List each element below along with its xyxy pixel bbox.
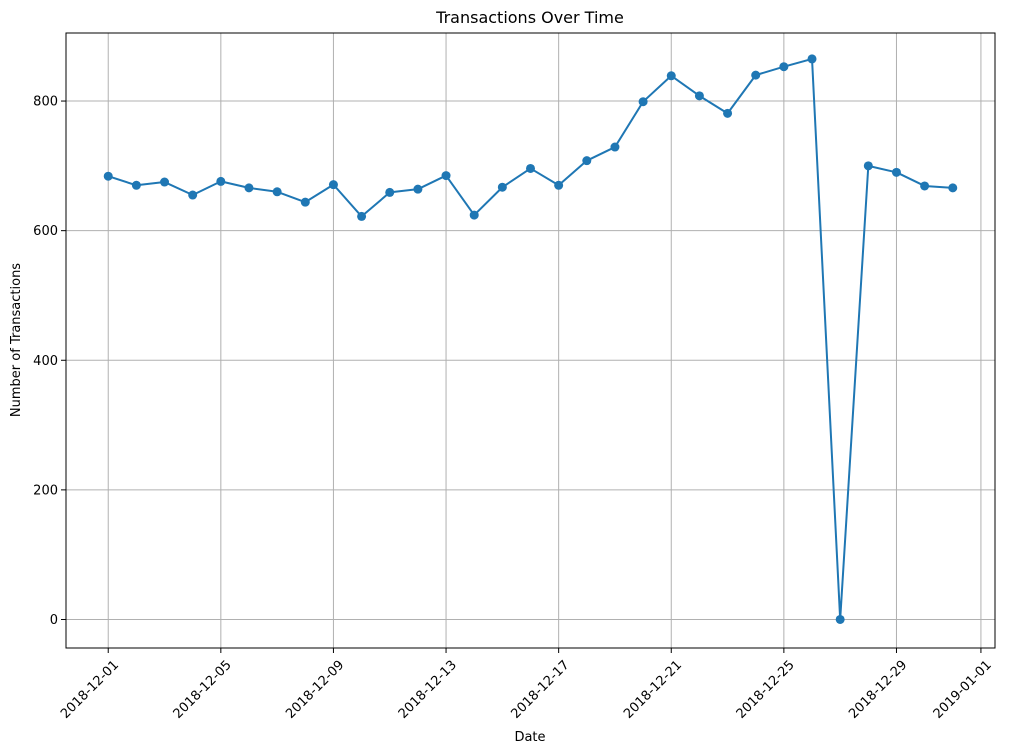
- y-axis: 0 200 400 600 800: [33, 95, 66, 628]
- data-point: [328, 180, 338, 190]
- data-point: [863, 161, 873, 171]
- y-tick-label: 600: [33, 224, 58, 239]
- data-point: [948, 183, 958, 193]
- data-point: [723, 108, 733, 118]
- plot-frame: [65, 32, 996, 649]
- data-point: [413, 184, 423, 194]
- y-axis-title: Number of Transactions: [9, 263, 24, 417]
- data-point: [469, 210, 479, 220]
- grid-lines: [66, 33, 995, 648]
- y-tick-label: 400: [33, 354, 58, 369]
- data-point: [920, 181, 930, 191]
- series-layer: [103, 54, 958, 624]
- data-point: [610, 142, 620, 152]
- data-point: [357, 211, 367, 221]
- data-point: [666, 71, 676, 81]
- data-point: [554, 180, 564, 190]
- data-point: [103, 171, 113, 181]
- data-point: [582, 156, 592, 166]
- y-tick-label: 200: [33, 483, 58, 498]
- x-axis-title: Date: [514, 730, 545, 745]
- data-point: [779, 62, 789, 72]
- y-tick-label: 800: [33, 95, 58, 110]
- data-point: [835, 614, 845, 624]
- data-point: [131, 180, 141, 190]
- data-point: [441, 171, 451, 181]
- data-point: [638, 97, 648, 107]
- data-point: [526, 163, 535, 173]
- data-point: [272, 187, 282, 197]
- data-point: [160, 177, 170, 187]
- data-point: [497, 182, 507, 192]
- data-point: [385, 187, 395, 197]
- data-point: [300, 197, 310, 207]
- y-tick-label: 0: [50, 613, 58, 628]
- data-point: [216, 176, 226, 186]
- data-point: [694, 91, 704, 101]
- data-point: [891, 167, 901, 177]
- data-point: [188, 190, 198, 200]
- data-point: [244, 183, 254, 193]
- data-point: [807, 54, 817, 64]
- chart-title: Transactions Over Time: [435, 8, 624, 27]
- data-point: [751, 70, 761, 80]
